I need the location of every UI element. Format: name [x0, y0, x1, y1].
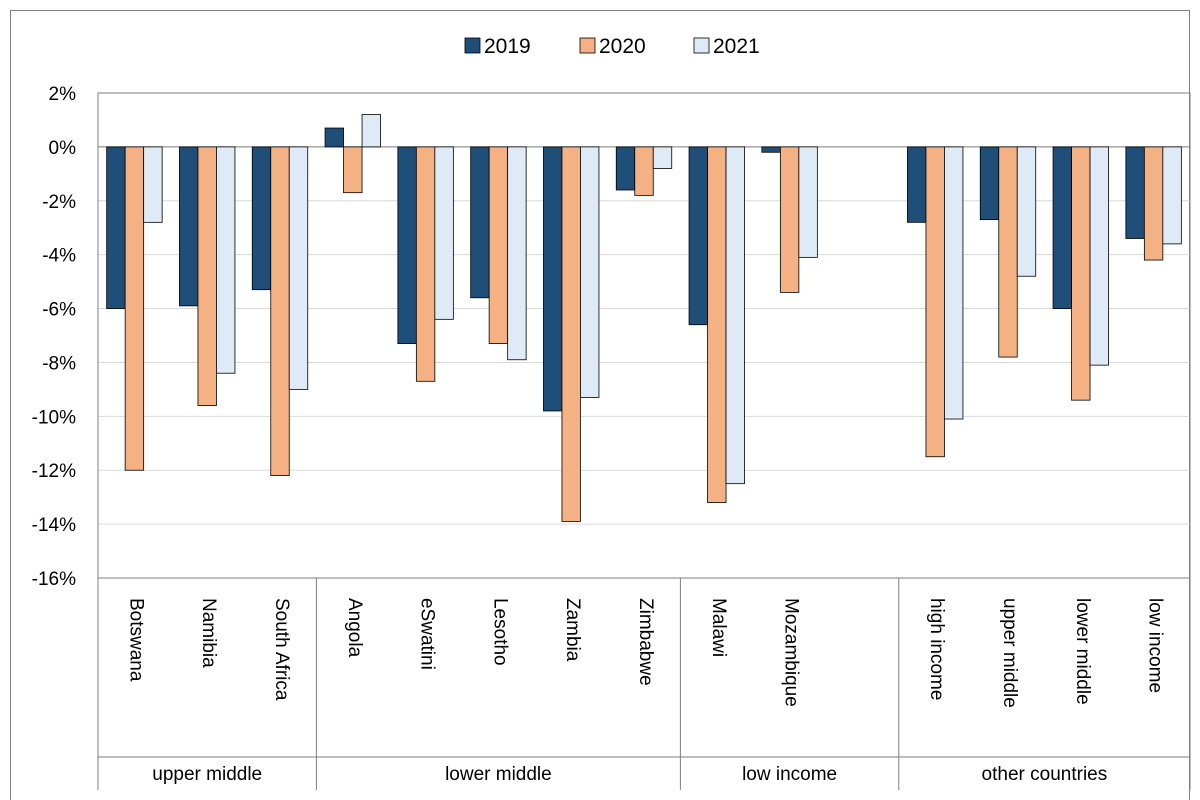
bar-2020-lesotho	[488, 146, 509, 344]
bar-2020-high-income	[925, 146, 945, 458]
bar-2021-upper-middle	[1016, 146, 1037, 277]
category-label: Mozambique	[781, 598, 802, 707]
y-tick-label: 2%	[49, 84, 77, 105]
category-label: Botswana	[125, 598, 146, 682]
category-label: Lesotho	[489, 598, 510, 666]
bar-2020-botswana	[124, 146, 145, 471]
bar-2021-high-income	[944, 146, 964, 420]
legend-label: 2021	[713, 35, 760, 58]
bar-2020-mozambique	[779, 146, 800, 293]
legend-swatch-2021	[693, 37, 710, 54]
bar-2021-botswana	[143, 146, 163, 223]
bar-2019-malawi	[688, 146, 708, 326]
y-tick-label: -16%	[32, 569, 76, 590]
category-label: Angola	[344, 598, 365, 658]
y-tick-label: -4%	[42, 246, 76, 267]
group-label: other countries	[982, 764, 1108, 785]
bar-2021-malawi	[725, 146, 745, 485]
bar-2020-south-africa	[270, 146, 290, 477]
bar-2021-zimbabwe	[652, 146, 673, 169]
bar-2020-zambia	[561, 146, 581, 522]
bar-2021-lower-middle	[1089, 146, 1109, 366]
bar-2021-lesotho	[507, 146, 527, 361]
category-label: Zambia	[562, 598, 583, 662]
bar-2021-low-income	[1162, 146, 1182, 245]
y-tick-label: -6%	[42, 300, 76, 321]
category-label: eSwatini	[417, 598, 438, 670]
y-tick-label: -2%	[42, 192, 76, 213]
bar-2019-eswatini	[397, 146, 417, 344]
bar-2020-lower-middle	[1071, 146, 1091, 401]
category-label: low income	[1145, 598, 1166, 693]
bar-2020-angola	[343, 146, 363, 194]
category-label: Malawi	[708, 598, 729, 657]
legend-swatch-2019	[464, 37, 481, 54]
plot-area	[97, 92, 1191, 579]
category-label: South Africa	[271, 598, 292, 701]
bar-2019-zimbabwe	[615, 146, 636, 191]
y-tick-label: 0%	[49, 138, 77, 159]
legend-label: 2019	[484, 35, 531, 58]
bar-2020-eswatini	[415, 146, 436, 382]
bar-2020-low-income	[1143, 146, 1164, 261]
category-label: upper middle	[999, 598, 1020, 708]
bar-2021-south-africa	[288, 146, 309, 390]
bar-2021-angola	[361, 114, 381, 148]
bar-2020-malawi	[707, 146, 727, 503]
bar-2019-lower-middle	[1052, 146, 1072, 309]
y-tick-label: -10%	[32, 407, 76, 428]
group-label: upper middle	[152, 764, 262, 785]
bar-2019-zambia	[543, 146, 563, 412]
category-label: Namibia	[198, 598, 219, 668]
bar-2019-botswana	[106, 146, 126, 309]
category-label: high income	[926, 598, 947, 700]
bar-2019-low-income	[1125, 146, 1145, 239]
category-label: lower middle	[1072, 598, 1093, 705]
group-label: lower middle	[445, 764, 552, 785]
y-tick-label: -12%	[32, 461, 76, 482]
y-tick-label: -14%	[32, 515, 76, 536]
bar-2021-mozambique	[798, 146, 818, 258]
category-label: Zimbabwe	[635, 598, 656, 686]
bar-2019-namibia	[179, 146, 199, 307]
bar-2021-namibia	[216, 146, 236, 374]
bar-2021-eswatini	[434, 146, 454, 320]
bar-2019-south-africa	[251, 146, 272, 291]
bar-2020-namibia	[197, 146, 217, 406]
y-tick-label: -8%	[42, 353, 76, 374]
bar-2019-angola	[324, 127, 344, 148]
legend-swatch-2020	[579, 37, 596, 54]
legend-label: 2020	[599, 35, 646, 58]
bar-2020-upper-middle	[998, 146, 1018, 358]
bar-2020-zimbabwe	[634, 146, 654, 196]
bar-2019-mozambique	[761, 146, 781, 153]
group-label: low income	[742, 764, 837, 785]
bar-2019-lesotho	[470, 146, 490, 299]
bar-2021-zambia	[580, 146, 600, 398]
bar-2019-upper-middle	[979, 146, 1000, 221]
bar-2019-high-income	[907, 146, 927, 223]
